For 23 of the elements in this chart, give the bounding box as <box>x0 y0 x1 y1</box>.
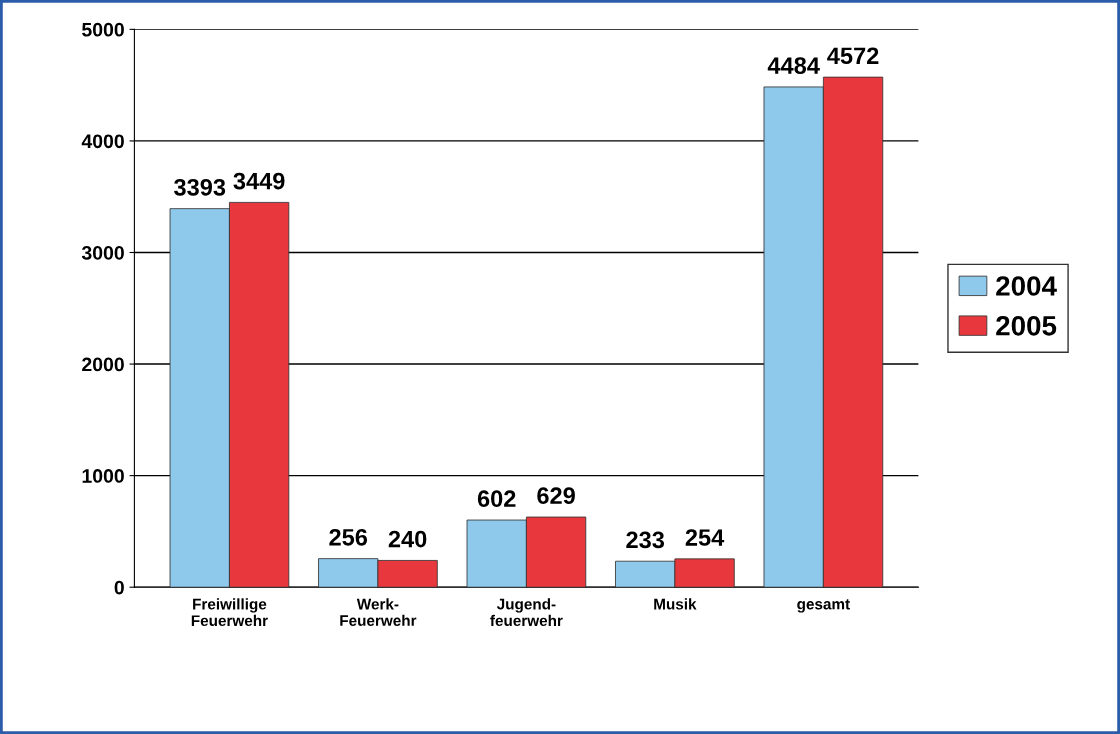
data-label: 629 <box>537 487 575 505</box>
legend-label: 2004 <box>996 276 1057 296</box>
data-label: 256 <box>329 528 368 546</box>
y-tick-label: 5000 <box>82 22 124 37</box>
data-label: 3449 <box>233 172 285 190</box>
x-tick-label: Werk- Feuerwehr <box>340 598 417 626</box>
legend-label: 2005 <box>996 315 1057 336</box>
y-tick-label: 0 <box>114 580 124 595</box>
data-label: 254 <box>685 529 725 546</box>
data-label: 4572 <box>827 47 879 65</box>
y-tick-label: 2000 <box>82 357 124 372</box>
y-tick-label: 1000 <box>82 469 124 483</box>
x-tick-label: Musik <box>654 598 697 610</box>
data-label: 240 <box>388 530 427 548</box>
y-tick-label: 3000 <box>81 245 124 260</box>
x-tick-label: Freiwillige Feuerwehr <box>191 598 268 627</box>
x-tick-label: gesamt <box>797 599 850 613</box>
data-label: 602 <box>477 490 516 508</box>
x-tick-label: Jugend- feuerwehr <box>490 598 563 627</box>
y-tick-label: 4000 <box>81 134 124 149</box>
data-label: 4484 <box>767 57 820 74</box>
data-label: 3393 <box>174 178 226 196</box>
data-label: 233 <box>626 531 665 549</box>
